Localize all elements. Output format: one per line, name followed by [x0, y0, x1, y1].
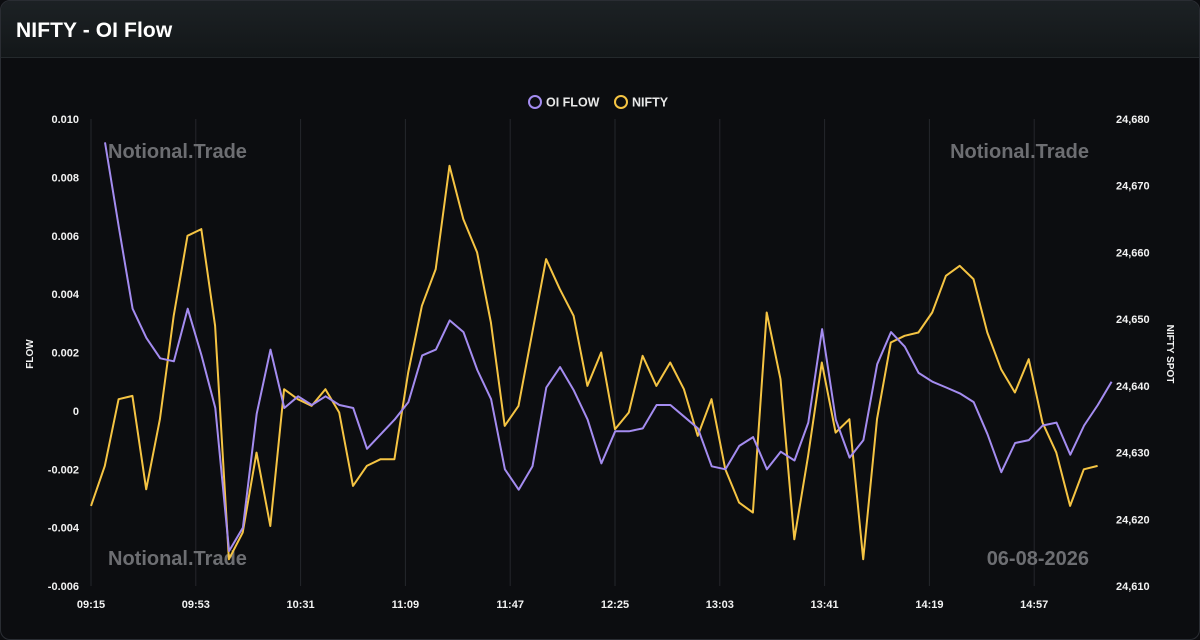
right-tick-label: 24,650	[1116, 314, 1150, 326]
chart-title: NIFTY - OI Flow	[16, 19, 173, 42]
right-tick-label: 24,670	[1116, 181, 1150, 193]
grid-lines	[90, 119, 1035, 586]
legend-label-oi-flow: OI FLOW	[546, 96, 600, 110]
series-lines	[90, 142, 1113, 561]
legend-item-nifty[interactable]: NIFTY	[614, 95, 669, 110]
x-tick-label: 12:25	[601, 599, 629, 611]
x-axis-ticks: 09:15 09:53 10:31 11:09 11:47 12:25 13:03 13:41…	[77, 599, 1048, 611]
watermark-date: 06-08-2026	[987, 548, 1089, 570]
left-tick-label: 0.010	[51, 114, 79, 126]
x-tick-label: 14:57	[1020, 599, 1048, 611]
right-tick-label: 24,640	[1116, 381, 1150, 393]
right-tick-label: 24,680	[1116, 114, 1150, 126]
legend-label-nifty: NIFTY	[632, 96, 669, 110]
x-tick-label: 11:09	[392, 599, 420, 611]
x-tick-label: 10:31	[287, 599, 315, 611]
right-axis-title: NIFTY SPOT	[1164, 325, 1175, 384]
chart-header: NIFTY - OI Flow	[1, 1, 1199, 58]
series-line-nifty	[90, 164, 1098, 561]
legend: OI FLOW NIFTY	[528, 95, 669, 110]
x-tick-label: 13:03	[706, 599, 734, 611]
legend-marker-oi-flow	[528, 95, 542, 109]
left-tick-label: -0.006	[48, 581, 79, 593]
left-axis-title: FLOW	[25, 339, 36, 369]
left-tick-label: 0	[73, 406, 79, 418]
x-tick-label: 13:41	[811, 599, 839, 611]
left-tick-label: 0.008	[51, 172, 79, 184]
x-tick-label: 09:53	[182, 599, 210, 611]
watermark-top-left: Notional.Trade	[108, 141, 247, 163]
x-tick-label: 09:15	[77, 599, 105, 611]
watermark-top-right: Notional.Trade	[950, 141, 1089, 163]
right-tick-label: 24,660	[1116, 247, 1150, 259]
left-tick-label: -0.004	[48, 523, 80, 535]
left-tick-label: -0.002	[48, 464, 79, 476]
series-line-oi-flow	[104, 142, 1113, 552]
left-axis-ticks: 0.010 0.008 0.006 0.004 0.002 0 -0.002 -0.004 -0…	[48, 114, 80, 593]
right-tick-label: 24,620	[1116, 514, 1150, 526]
watermark-bottom-left: Notional.Trade	[108, 548, 247, 570]
x-tick-label: 14:19	[915, 599, 943, 611]
legend-marker-nifty	[614, 95, 628, 109]
left-tick-label: 0.006	[51, 231, 79, 243]
right-tick-label: 24,610	[1116, 581, 1150, 593]
right-axis-ticks: 24,680 24,670 24,660 24,650 24,640 24,630 24,6…	[1116, 114, 1150, 593]
right-tick-label: 24,630	[1116, 448, 1150, 460]
left-tick-label: 0.002	[51, 348, 79, 360]
x-tick-label: 11:47	[496, 599, 524, 611]
left-tick-label: 0.004	[51, 289, 79, 301]
legend-item-oi-flow[interactable]: OI FLOW	[528, 95, 600, 110]
